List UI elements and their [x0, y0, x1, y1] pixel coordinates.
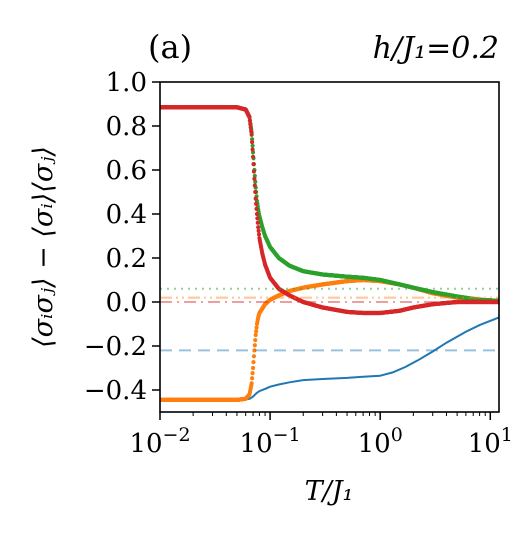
series-3-point-230 [255, 216, 260, 221]
series-3-point-222 [251, 169, 257, 174]
series-1-point-220 [250, 365, 256, 371]
series-1-point-224 [252, 343, 257, 348]
y-tick-label-7: −0.4 [84, 376, 147, 406]
series-3-point-225 [253, 189, 258, 195]
series-layer [160, 105, 499, 402]
x-tick-label-0: 10−2 [129, 424, 190, 459]
y-tick-label-3: 0.4 [106, 200, 147, 230]
x-axis-title: T/J₁ [305, 476, 354, 507]
series-0-line [160, 316, 499, 401]
series-3-point-231 [255, 220, 260, 225]
y-tick-label-6: −0.2 [84, 332, 147, 362]
x-tick-label-2: 100 [358, 424, 403, 459]
series-1-point-225 [253, 338, 258, 343]
y-tick-label-0: 1.0 [106, 68, 147, 98]
y-tick-label-5: 0.0 [106, 288, 147, 318]
series-3-point-226 [253, 196, 258, 201]
series-3-point-220 [250, 154, 256, 159]
series-1-point-227 [254, 329, 259, 334]
series-3-point-224 [252, 183, 257, 188]
series-3-point-223 [252, 176, 257, 181]
x-tick-label-1: 10−1 [240, 424, 301, 459]
series-3-point-221 [251, 162, 256, 167]
series-3-point-217 [249, 132, 254, 137]
y-tick-label-1: 0.8 [106, 112, 147, 142]
series-2-markers [160, 105, 499, 303]
y-axis-title: ⟨σᵢσⱼ⟩ − ⟨σᵢ⟩⟨σⱼ⟩ [28, 146, 59, 348]
series-3-point-233 [256, 228, 261, 233]
series-3-point-227 [254, 201, 259, 206]
series-2-point-219 [250, 143, 255, 148]
parameter-label: h/J₁=0.2 [373, 31, 499, 66]
series-1-point-217 [249, 381, 254, 386]
y-tick-label-2: 0.6 [106, 156, 147, 186]
series-1-point-222 [251, 354, 257, 359]
series-3-markers [160, 105, 499, 316]
series-3-point-218 [250, 140, 255, 145]
series-3-point-215 [248, 125, 253, 130]
series-1-point-226 [253, 332, 258, 338]
series-3-point-232 [256, 225, 261, 230]
series-3-point-219 [250, 147, 255, 152]
series-3-point-234 [256, 232, 262, 237]
series-1-point-219 [250, 371, 255, 376]
series-3-point-214 [248, 122, 253, 127]
series-3-point-228 [254, 206, 259, 211]
series-3-point-212 [247, 115, 252, 120]
series-3-point-229 [254, 211, 260, 217]
series-1-point-218 [250, 376, 255, 381]
series-3-point-216 [249, 129, 254, 134]
y-tick-label-4: 0.2 [106, 244, 147, 274]
plot-frame [159, 81, 500, 413]
x-tick-label-3: 101 [468, 424, 513, 459]
series-1-point-228 [254, 325, 259, 330]
series-3-point-213 [247, 118, 253, 123]
series-1-point-221 [251, 360, 256, 365]
series-1-point-223 [252, 348, 257, 353]
ticks-layer: 1.0 0.8 0.6 0.4 0.2 0.0 −0.2 −0.4 10−2 10−1 100 101 [84, 68, 513, 459]
series-2-point-218 [250, 137, 255, 142]
panel-label: (a) [148, 28, 192, 66]
